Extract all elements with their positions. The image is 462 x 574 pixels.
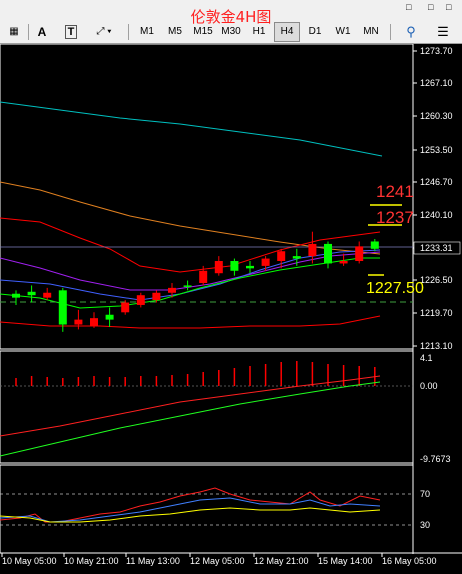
annotation-level-1: 1241 (376, 182, 414, 201)
rsi-yellow-line (0, 507, 381, 523)
candle-body (199, 270, 208, 283)
rsi-pane (0, 464, 414, 554)
timeframe-m15-button[interactable]: M15 (193, 26, 213, 37)
cyan-ma-line (0, 101, 383, 157)
annotation-level-3: 1227.50 (366, 280, 424, 297)
price-tick-label: 1233.31 (420, 243, 453, 253)
candle-body (355, 246, 364, 262)
candles-group (12, 231, 379, 332)
time-tick-label: 11 May 13:00 (126, 556, 180, 566)
macd-tick-label: -9.7673 (420, 454, 451, 464)
toolbar-separator (390, 24, 391, 40)
timeframe-m30-button[interactable]: M30 (221, 26, 241, 37)
toolbar-row: ▦ A T ⤢ ▾ M1 M5 M15 M30 H1 H4 D1 W1 MN ⚲ ☰ (0, 22, 462, 42)
price-tick-label: 1253.50 (420, 145, 453, 155)
price-tick-label: 1240.10 (420, 210, 453, 220)
candle-body (136, 295, 145, 305)
timeframe-mn-button[interactable]: MN (363, 26, 379, 37)
candle-body (246, 265, 254, 269)
candle-body (230, 261, 239, 271)
menu-icon[interactable]: ☰ (437, 24, 449, 39)
macd-green-line (0, 381, 381, 457)
macd-histogram (15, 361, 376, 386)
text-tool-button[interactable]: A (37, 25, 47, 39)
time-tick-label: 15 May 14:00 (318, 556, 373, 566)
price-tick-label: 1267.10 (420, 78, 453, 88)
time-tick-label: 10 May 21:00 (64, 556, 119, 566)
rsi-tick-label: 30 (420, 520, 430, 530)
chart-title-text: 伦敦金4H图 (190, 8, 272, 26)
price-tick-label: 1260.30 (420, 111, 453, 121)
candle-body (370, 241, 379, 249)
timeframe-m1-button[interactable]: M1 (140, 26, 154, 37)
candle-body (58, 290, 67, 325)
lower-band-line (0, 315, 381, 329)
candle-body (105, 314, 114, 320)
candle-body (277, 251, 286, 262)
minimize-icon[interactable]: □ (406, 2, 412, 12)
candle-body (339, 261, 348, 264)
macd-axis: 4.1 0.00 -9.7673 (420, 353, 451, 464)
timeframe-m5-button[interactable]: M5 (168, 26, 182, 37)
candle-body (261, 258, 270, 266)
timeframe-h1-button[interactable]: H1 (252, 26, 266, 37)
upper-band-line (0, 217, 381, 273)
candle-body (121, 302, 130, 313)
candle-body (308, 243, 317, 257)
candle-body (74, 319, 83, 325)
chart-title: 伦敦金4H图 (0, 6, 462, 27)
price-pane (0, 44, 414, 350)
time-tick-label: 12 May 05:00 (190, 556, 245, 566)
label-tool-text: T (64, 25, 78, 39)
price-tick-label: 1213.10 (420, 341, 453, 351)
time-tick-label: 16 May 05:00 (382, 556, 437, 566)
shapes-icon[interactable]: ⤢ ▾ (96, 26, 112, 37)
restore-icon[interactable]: □ (428, 2, 434, 12)
price-tick-label: 1226.50 (420, 275, 453, 285)
candle-body (324, 243, 332, 264)
price-tick-label: 1219.70 (420, 308, 453, 318)
macd-tick-label: 4.1 (420, 353, 433, 363)
close-icon[interactable]: □ (446, 2, 452, 12)
toolbar: 伦敦金4H图 □ □ □ ▦ A T ⤢ ▾ M1 M5 M15 M30 H1 H4 D1 W… (0, 0, 462, 44)
rsi-axis: 70 30 (420, 489, 430, 530)
toolbar-separator (128, 24, 129, 40)
candle-body (214, 261, 223, 274)
price-tick-label: 1273.70 (420, 46, 453, 56)
candle-body (90, 318, 98, 326)
time-tick-label: 12 May 21:00 (254, 556, 309, 566)
search-icon[interactable]: ⚲ (406, 24, 416, 39)
time-tick-label: 10 May 05:00 (2, 556, 57, 566)
candle-body (12, 293, 20, 298)
price-tick-label: 1246.70 (420, 177, 453, 187)
grid-icon[interactable]: ▦ (9, 26, 19, 37)
timeframe-d1-button[interactable]: D1 (308, 26, 322, 37)
candle-body (183, 285, 192, 287)
candle-body (292, 256, 301, 259)
timeframe-w1-button[interactable]: W1 (335, 26, 351, 37)
candle-body (27, 291, 36, 296)
rsi-tick-label: 70 (420, 489, 430, 499)
chart-area[interactable]: 1273.70 1267.10 1260.30 1253.50 1246.70 1240.… (0, 44, 462, 574)
rsi-blue-line (0, 497, 381, 523)
timeframe-h4-button[interactable]: H4 (274, 22, 300, 42)
violet-ma-line (0, 251, 381, 291)
blue-ma-line (0, 249, 381, 301)
candle-body (168, 287, 176, 293)
annotation-level-2: 1237 (376, 208, 414, 227)
price-axis: 1273.70 1267.10 1260.30 1253.50 1246.70 1240.… (413, 46, 461, 351)
label-tool-button[interactable]: T (62, 22, 80, 42)
candle-body (152, 292, 161, 301)
macd-tick-label: 0.00 (420, 381, 438, 391)
current-price-box (413, 241, 461, 255)
toolbar-separator (28, 24, 29, 40)
candle-body (43, 292, 52, 298)
macd-pane (0, 350, 414, 464)
time-axis: 10 May 05:00 10 May 21:00 11 May 13:00 12 M… (1, 553, 437, 566)
macd-red-line (0, 375, 381, 437)
